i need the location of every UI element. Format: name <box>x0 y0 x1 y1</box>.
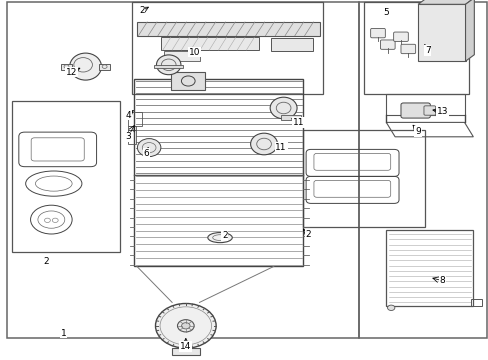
Text: 3: 3 <box>125 132 131 141</box>
Polygon shape <box>417 0 473 4</box>
Bar <box>171 72 205 90</box>
Ellipse shape <box>69 53 102 80</box>
Ellipse shape <box>250 133 277 155</box>
Bar <box>99 64 110 70</box>
Bar <box>161 37 259 50</box>
FancyBboxPatch shape <box>380 40 394 49</box>
Text: 4: 4 <box>125 111 131 120</box>
Text: 14: 14 <box>180 342 191 351</box>
Bar <box>61 64 72 70</box>
Text: 10: 10 <box>188 48 200 57</box>
Ellipse shape <box>181 323 190 329</box>
Text: 2: 2 <box>305 230 310 239</box>
Bar <box>163 51 200 61</box>
FancyBboxPatch shape <box>400 44 415 54</box>
Bar <box>132 2 322 94</box>
Ellipse shape <box>137 139 161 157</box>
Text: 7: 7 <box>424 46 430 55</box>
Ellipse shape <box>207 233 232 243</box>
Ellipse shape <box>155 303 216 348</box>
Ellipse shape <box>269 97 296 119</box>
Bar <box>172 348 199 355</box>
Text: 12: 12 <box>66 68 78 77</box>
Bar <box>417 4 465 61</box>
Text: 2: 2 <box>139 6 144 15</box>
Text: 2: 2 <box>43 256 49 266</box>
Text: 8: 8 <box>439 276 445 285</box>
Bar <box>386 230 472 306</box>
Text: 11: 11 <box>275 143 286 152</box>
Text: 13: 13 <box>436 107 447 116</box>
Bar <box>359 2 486 338</box>
FancyBboxPatch shape <box>393 32 407 41</box>
Text: 5: 5 <box>383 8 388 17</box>
Text: 9: 9 <box>414 127 420 136</box>
Polygon shape <box>271 38 312 51</box>
Ellipse shape <box>156 55 181 75</box>
Ellipse shape <box>386 305 394 310</box>
FancyBboxPatch shape <box>423 106 435 115</box>
Bar <box>137 22 320 36</box>
Bar <box>281 115 300 120</box>
Text: 11: 11 <box>292 118 304 127</box>
Text: 6: 6 <box>143 149 149 158</box>
Bar <box>7 2 359 338</box>
Bar <box>303 130 425 227</box>
Bar <box>12 101 120 252</box>
FancyBboxPatch shape <box>370 28 385 38</box>
Bar <box>128 126 136 130</box>
Bar <box>364 2 468 94</box>
Ellipse shape <box>177 320 194 332</box>
Polygon shape <box>465 0 473 61</box>
Text: 2: 2 <box>222 231 227 240</box>
FancyBboxPatch shape <box>400 103 429 118</box>
Text: 1: 1 <box>61 328 66 338</box>
Bar <box>154 65 183 68</box>
Bar <box>128 112 142 126</box>
Bar <box>134 79 303 266</box>
